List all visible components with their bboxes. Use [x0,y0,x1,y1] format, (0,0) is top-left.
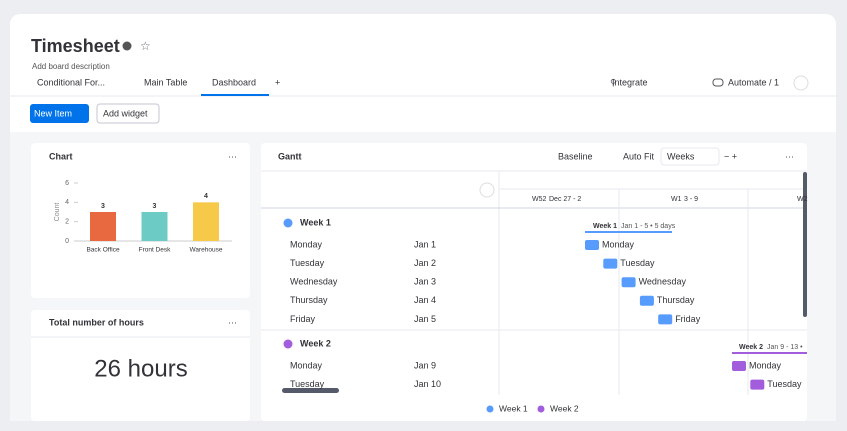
menu[interactable]: ··· [228,151,237,161]
bar-group-detail: Jan 1 - 5 • 5 days [621,223,676,230]
tab[interactable]: Conditional For... [37,77,105,87]
star-icon[interactable]: ☆ [140,39,151,53]
item-day[interactable]: Monday [290,360,323,370]
add-widget-button[interactable] [96,103,160,124]
hours-widget [31,310,250,421]
gantt-bar[interactable] [621,277,636,288]
bar [193,202,219,241]
x-tick-label: Warehouse [190,247,223,254]
y-tick-label: 0 [65,238,69,245]
group-name[interactable]: Week 2 [300,338,331,348]
scale-select[interactable] [660,147,720,166]
gantt-title: Gantt [278,151,302,161]
chart-widget [31,143,250,298]
bar [141,212,168,241]
tab[interactable]: + [275,77,280,87]
item-date: Jan 1 [414,239,436,249]
gantt-widget [261,143,807,421]
legend-label: Week 2 [550,403,579,413]
item-date: Jan 5 [414,314,436,324]
gantt-bar-label: Monday [602,239,635,249]
item-date: Jan 9 [414,360,436,370]
automate[interactable]: Automate / 1 [728,77,779,87]
collapse-button[interactable] [793,75,809,91]
menu[interactable]: ··· [785,151,794,161]
gantt-bar[interactable] [639,295,654,306]
item-day[interactable]: Monday [290,239,323,249]
board-description[interactable]: Add board description [32,62,110,71]
y-tick-label: 6 [65,180,69,187]
item-date: Jan 2 [414,258,436,268]
y-tick-label: 2 [65,219,69,226]
gantt-bar-label: Monday [749,360,782,370]
week-range: Dec 27 - 2 [549,196,581,203]
week-label: W2 [797,196,808,203]
gantt-bar-label: Tuesday [767,379,802,389]
value-label: 3 [153,203,157,210]
bar-group-name: Week 1 [593,223,617,230]
week-label: W52 [532,196,547,203]
legend-dot [537,405,545,413]
info-icon[interactable] [122,41,132,51]
week-range: 3 - 9 [684,196,698,203]
value-label: 4 [204,193,208,200]
tab[interactable]: Main Table [144,77,187,87]
item-day[interactable]: Tuesday [290,258,325,268]
value-label: 3 [101,203,105,210]
board-title: Timesheet [31,36,120,56]
gantt-bar-label: Tuesday [620,258,655,268]
hours-title: Total number of hours [49,317,144,327]
legend-dot [486,405,494,413]
automate-icon [712,78,724,87]
gantt-bar[interactable] [732,361,746,371]
group-dot [283,339,293,349]
gantt-bar[interactable] [603,258,618,269]
item-day[interactable]: Tuesday [290,379,325,389]
gantt-bar-label: Friday [675,314,701,324]
scale[interactable]: Weeks [667,151,695,161]
bar-group-name: Week 2 [739,344,763,351]
baseline[interactable]: Baseline [558,151,593,161]
scrollbar [803,172,807,317]
item-day[interactable]: Wednesday [290,277,338,287]
integrate-icon[interactable]: ⚲ [610,77,617,87]
new-item-button[interactable] [30,104,89,123]
item-day[interactable]: Thursday [290,295,328,305]
gantt-bar[interactable] [585,240,599,250]
group-name[interactable]: Week 1 [300,217,331,227]
y-axis-label: Count [54,203,61,222]
integrate[interactable]: Integrate [612,77,648,87]
bar [90,212,116,241]
item-date: Jan 10 [414,379,441,389]
bar-group-detail: Jan 9 - 13 • [767,344,803,351]
zoom-controls[interactable]: − + [724,151,737,161]
menu[interactable]: ··· [228,317,237,327]
tab[interactable]: Dashboard [212,77,256,87]
y-tick-label: 4 [65,199,69,206]
auto-fit[interactable]: Auto Fit [623,151,655,161]
scrollbar [282,388,339,393]
gantt-bar[interactable] [658,314,673,325]
chart-title: Chart [49,151,73,161]
legend-label: Week 1 [499,403,528,413]
group-dot [283,218,293,228]
collapse-button[interactable] [479,182,495,198]
add-widget-label[interactable]: Add widget [103,108,148,118]
gantt-bar-label: Wednesday [639,277,687,287]
hours-value: 26 hours [94,355,187,382]
item-date: Jan 3 [414,277,436,287]
new-item-label[interactable]: New Item [34,108,72,118]
gantt-bar-label: Thursday [657,295,695,305]
week-label: W1 [671,196,682,203]
x-tick-label: Front Desk [139,247,172,254]
item-date: Jan 4 [414,295,436,305]
x-tick-label: Back Office [86,247,120,254]
gantt-bar[interactable] [750,379,765,390]
item-day[interactable]: Friday [290,314,316,324]
